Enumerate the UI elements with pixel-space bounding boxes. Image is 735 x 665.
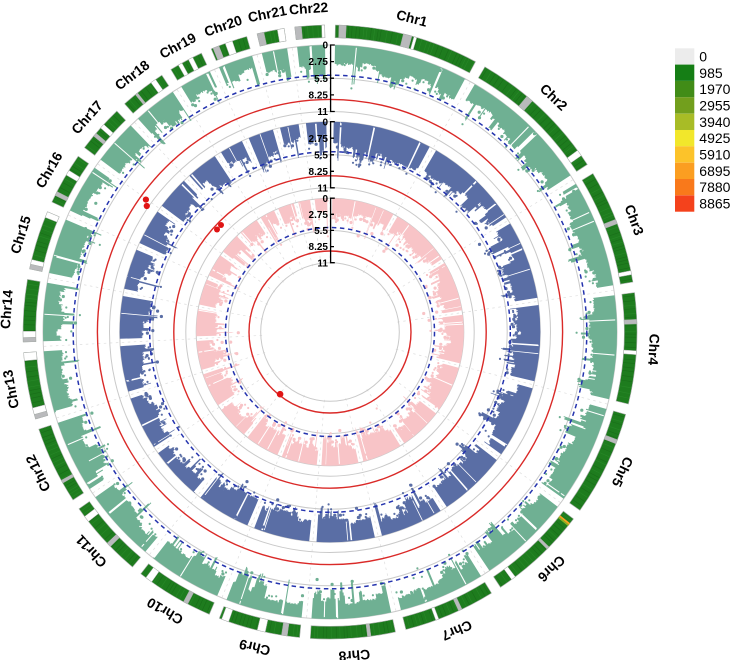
svg-text:985: 985 xyxy=(699,65,723,81)
svg-text:2.75: 2.75 xyxy=(309,57,329,68)
svg-text:6895: 6895 xyxy=(699,163,730,179)
svg-text:Chr8: Chr8 xyxy=(338,646,371,660)
svg-text:2.75: 2.75 xyxy=(309,134,329,145)
svg-text:8.25: 8.25 xyxy=(309,167,329,178)
svg-text:Chr4: Chr4 xyxy=(645,333,662,366)
svg-text:Chr13: Chr13 xyxy=(0,368,22,409)
svg-text:5.5: 5.5 xyxy=(314,74,328,85)
svg-text:11: 11 xyxy=(317,183,328,194)
svg-text:Chr21: Chr21 xyxy=(247,3,289,25)
svg-text:5910: 5910 xyxy=(699,147,730,163)
svg-text:0: 0 xyxy=(699,49,707,65)
svg-text:Chr22: Chr22 xyxy=(289,0,329,17)
svg-text:7880: 7880 xyxy=(699,179,730,195)
svg-text:0: 0 xyxy=(322,117,328,128)
svg-text:11: 11 xyxy=(317,258,328,269)
svg-text:5.5: 5.5 xyxy=(314,226,328,237)
svg-text:8.25: 8.25 xyxy=(309,242,329,253)
svg-text:8.25: 8.25 xyxy=(309,91,329,102)
svg-text:5.5: 5.5 xyxy=(314,150,328,161)
svg-text:0: 0 xyxy=(322,194,328,205)
svg-text:3940: 3940 xyxy=(699,114,730,130)
svg-text:8865: 8865 xyxy=(699,196,730,212)
svg-text:1970: 1970 xyxy=(699,81,730,97)
svg-text:2.75: 2.75 xyxy=(309,210,329,221)
svg-text:4925: 4925 xyxy=(699,130,730,146)
svg-text:11: 11 xyxy=(317,107,328,118)
svg-text:0: 0 xyxy=(322,41,328,52)
svg-text:Chr14: Chr14 xyxy=(0,289,16,329)
svg-text:Chr9: Chr9 xyxy=(237,636,271,658)
svg-text:2955: 2955 xyxy=(699,98,730,114)
